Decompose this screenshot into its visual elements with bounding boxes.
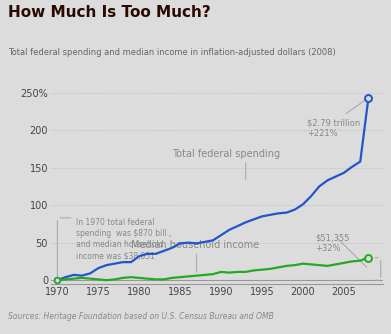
Text: In 1970 total federal
spending  was $870 bill.,
and median household
income was : In 1970 total federal spending was $870 … [76, 218, 172, 260]
Text: Sources: Heritage Foundation based on U.S. Census Bureau and OMB: Sources: Heritage Foundation based on U.… [8, 312, 274, 321]
Text: Total federal spending: Total federal spending [172, 149, 280, 159]
Text: Median household income: Median household income [131, 240, 259, 250]
Text: How Much Is Too Much?: How Much Is Too Much? [8, 5, 211, 20]
Text: $51,355
+32%: $51,355 +32% [315, 233, 350, 253]
Text: Total federal spending and median income in inflation-adjusted dollars (2008): Total federal spending and median income… [8, 48, 335, 57]
Text: $2.79 trillion
+221%: $2.79 trillion +221% [307, 119, 360, 138]
